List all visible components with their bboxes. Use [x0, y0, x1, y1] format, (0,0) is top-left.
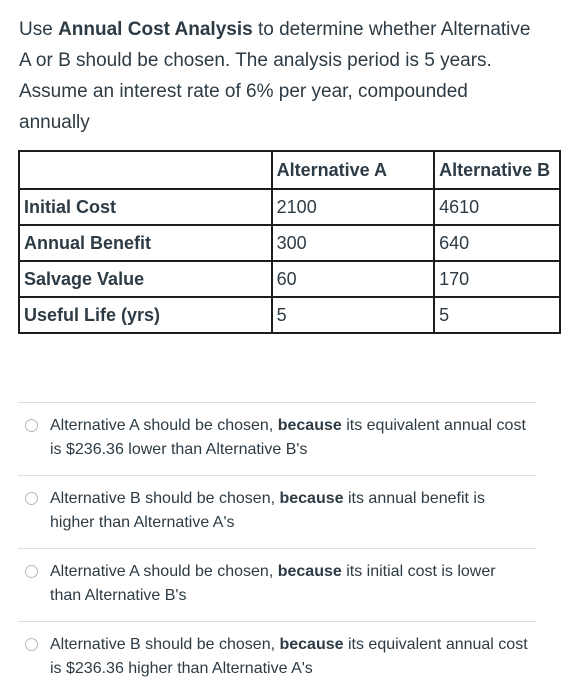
- table-row: Salvage Value 60 170: [18, 260, 561, 298]
- cell-initial-cost-a: 2100: [270, 188, 436, 226]
- table-row: Annual Benefit 300 640: [18, 224, 561, 262]
- answer-option-2[interactable]: Alternative B should be chosen, because …: [18, 475, 536, 548]
- question-text: Use Annual Cost Analysis to determine wh…: [19, 14, 539, 138]
- question-emphasis: Annual Cost Analysis: [58, 19, 253, 40]
- question-suffix: to determine whether Alternative A or B …: [19, 19, 531, 133]
- answer-option-4[interactable]: Alternative B should be chosen, because …: [18, 621, 536, 694]
- table-row: Useful Life (yrs) 5 5: [18, 296, 561, 334]
- radio-button[interactable]: [25, 419, 38, 432]
- answer-option-text: Alternative B should be chosen, because …: [50, 487, 530, 535]
- option-text-part: Alternative B should be chosen,: [50, 636, 280, 653]
- cell-initial-cost-b: 4610: [433, 188, 561, 226]
- table-header-row: Alternative A Alternative B: [18, 150, 561, 190]
- radio-button[interactable]: [25, 565, 38, 578]
- question-prefix: Use: [19, 19, 59, 40]
- option-text-part: Alternative B should be chosen,: [50, 490, 280, 507]
- table-row: Initial Cost 2100 4610: [18, 188, 561, 226]
- option-text-part: its equivalent annual cost is $236.36 hi…: [50, 636, 528, 677]
- answer-options: Alternative A should be chosen, because …: [18, 402, 536, 694]
- answer-option-3[interactable]: Alternative A should be chosen, because …: [18, 548, 536, 621]
- cell-salvage-value-a: 60: [270, 260, 436, 298]
- answer-option-1[interactable]: Alternative A should be chosen, because …: [18, 402, 536, 475]
- cell-useful-life-a: 5: [270, 296, 436, 334]
- row-label-initial-cost: Initial Cost: [18, 188, 273, 226]
- radio-button[interactable]: [25, 638, 38, 651]
- row-label-useful-life: Useful Life (yrs): [18, 296, 273, 334]
- table-header-alternative-a: Alternative A: [270, 150, 436, 190]
- cell-annual-benefit-a: 300: [270, 224, 436, 262]
- table-header-alternative-b: Alternative B: [433, 150, 561, 190]
- option-text-bold: because: [279, 490, 344, 507]
- row-label-salvage-value: Salvage Value: [18, 260, 273, 298]
- cell-useful-life-b: 5: [433, 296, 561, 334]
- option-text-bold: because: [277, 563, 342, 580]
- option-text-part: its annual benefit is higher than Altern…: [50, 490, 485, 531]
- answer-option-text: Alternative A should be chosen, because …: [50, 414, 530, 462]
- option-text-bold: because: [279, 636, 344, 653]
- alternatives-table: Alternative A Alternative B Initial Cost…: [18, 150, 561, 334]
- option-text-part: Alternative A should be chosen,: [50, 563, 278, 580]
- row-label-annual-benefit: Annual Benefit: [18, 224, 273, 262]
- radio-button[interactable]: [25, 492, 38, 505]
- answer-option-text: Alternative B should be chosen, because …: [50, 633, 530, 681]
- cell-salvage-value-b: 170: [433, 260, 561, 298]
- option-text-part: its initial cost is lower than Alternati…: [50, 563, 496, 604]
- option-text-part: its equivalent annual cost is $236.36 lo…: [50, 417, 526, 458]
- cell-annual-benefit-b: 640: [433, 224, 561, 262]
- option-text-bold: because: [277, 417, 342, 434]
- table-header-blank: [18, 150, 273, 190]
- answer-option-text: Alternative A should be chosen, because …: [50, 560, 530, 608]
- option-text-part: Alternative A should be chosen,: [50, 417, 278, 434]
